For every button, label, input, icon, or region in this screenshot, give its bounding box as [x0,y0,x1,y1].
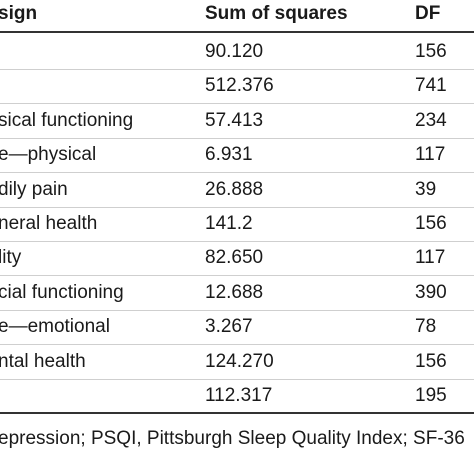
row-rule [0,103,474,104]
sum-of-squares: 12.688 [205,281,264,303]
row-label: sical functioning [0,109,134,131]
row-label: ntal health [0,350,86,372]
df: 234 [415,109,447,131]
header-rule [0,31,474,33]
row-rule [0,310,474,311]
row-rule [0,344,474,345]
sum-of-squares: 26.888 [205,178,264,200]
header-cell: Sum of squares [205,3,348,24]
sum-of-squares: 6.931 [205,144,253,166]
df: 117 [415,144,446,166]
sum-of-squares: 3.267 [205,316,253,338]
sum-of-squares: 124.270 [205,350,274,372]
row-rule [0,172,474,173]
row-label: lity [0,247,22,269]
row-label: dily pain [0,178,68,200]
row-label: e—emotional [0,316,110,338]
footnote: epression; PSQI, Pittsburgh Sleep Qualit… [0,428,465,449]
row-rule [0,207,474,208]
sum-of-squares: 57.413 [205,109,264,131]
bottom-rule [0,412,474,414]
row-label: neral health [0,213,98,234]
header-cell: sign [0,3,38,24]
df: 741 [415,75,447,97]
df: 156 [415,213,447,234]
header-cell: DF [415,3,441,24]
df: 156 [415,41,447,62]
df: 39 [415,178,437,200]
sum-of-squares: 141.2 [205,213,253,234]
sum-of-squares: 90.120 [205,41,264,62]
row-rule [0,379,474,380]
row-rule [0,241,474,242]
row-label: cial functioning [0,281,124,303]
row-label: e—physical [0,144,97,166]
sum-of-squares: 512.376 [205,75,274,97]
df: 78 [415,316,437,338]
row-rule [0,69,474,70]
df: 156 [415,350,447,372]
sum-of-squares: 82.650 [205,247,264,269]
sum-of-squares: 112.317 [205,385,273,406]
df: 195 [415,385,447,406]
row-rule [0,138,474,139]
row-rule [0,275,474,276]
df: 117 [415,247,446,269]
df: 390 [415,281,447,303]
